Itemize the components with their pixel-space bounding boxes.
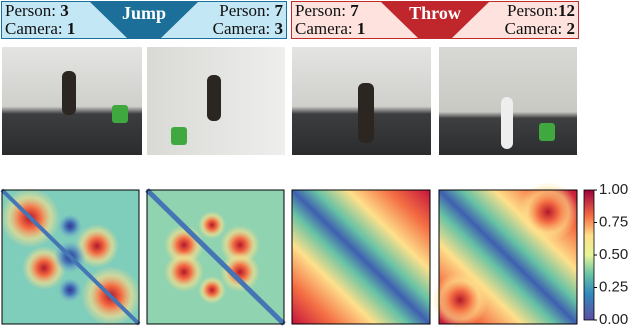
label: Person: [5,1,56,20]
label: Person: [219,1,271,20]
person [207,75,221,121]
chair [539,123,555,141]
label: Camera: [295,19,353,38]
left-info: Person: 7 Camera: 1 [295,2,365,38]
value: 2 [566,19,576,38]
value: 7 [350,1,359,20]
colorbar-tick-label: 0.75 [599,213,628,230]
header-jump: Person: 3 Camera: 1 Jump Person: 7 Camer… [1,0,287,39]
person [62,71,76,115]
colorbar-tick-label: 0.25 [599,278,628,295]
value: 1 [356,19,366,38]
banner-shape [89,0,199,38]
action-banner: Throw [380,0,490,39]
person [501,97,513,149]
video-frame [439,47,577,155]
banner-shape [380,0,490,38]
value: 7 [274,1,284,20]
value: 1 [66,19,76,38]
label: Camera: [212,19,271,38]
value: 12 [558,1,575,20]
value: 3 [274,19,284,38]
action-label: Throw [409,2,461,23]
video-frame [292,47,431,155]
action-banner: Jump [89,0,199,39]
right-info: Person: 7 Camera: 3 [213,2,283,38]
colorbar [583,189,595,321]
action-label: Jump [121,2,166,23]
colorbar-tick-label: 0.50 [599,246,628,263]
heatmap [145,188,286,326]
heatmap [432,182,578,328]
value: 3 [60,1,69,20]
heatmap [0,188,141,326]
colorbar-tick-label: 1.00 [599,181,628,198]
chair [112,105,128,123]
colorbar-tick-label: 0.00 [599,311,628,328]
label: Person: [295,1,346,20]
video-frame [2,47,142,155]
video-frame [147,47,285,155]
label: Camera: [5,19,63,38]
header-throw: Person: 7 Camera: 1 Throw Person:12 Came… [291,0,579,39]
right-info: Person:12 Camera: 2 [505,2,575,38]
left-info: Person: 3 Camera: 1 [5,2,75,38]
label: Camera: [504,19,563,38]
chair [171,127,187,145]
heatmap [291,189,431,325]
person [358,83,374,143]
label: Person: [507,1,558,20]
